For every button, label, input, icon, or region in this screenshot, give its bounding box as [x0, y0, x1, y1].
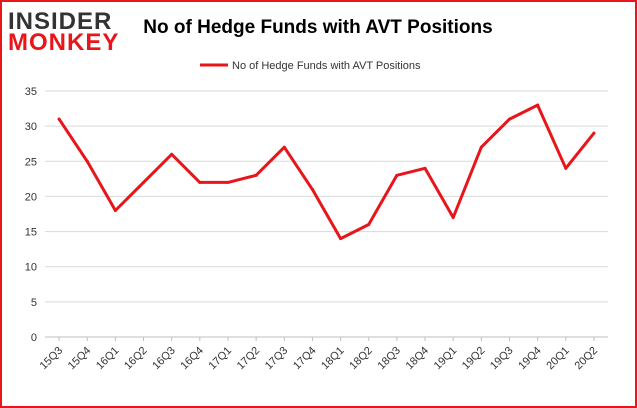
data-point	[226, 180, 230, 184]
data-point	[479, 145, 483, 149]
y-tick-label: 0	[31, 332, 37, 344]
y-tick-label: 5	[31, 297, 37, 309]
y-axis-ticks: 0 5 10 15 20 25 30 35	[25, 86, 37, 344]
y-tick-label: 30	[25, 121, 37, 133]
data-point	[282, 145, 286, 149]
data-point	[170, 152, 174, 156]
data-point	[339, 237, 343, 241]
grid-lines	[45, 90, 608, 338]
data-point	[142, 180, 146, 184]
data-point	[367, 223, 371, 227]
data-point	[451, 216, 455, 220]
data-point	[113, 208, 117, 212]
legend: No of Hedge Funds with AVT Positions	[200, 60, 421, 72]
y-tick-label: 35	[25, 86, 37, 98]
data-point	[85, 159, 89, 163]
data-point	[57, 117, 61, 121]
data-point	[423, 166, 427, 170]
data-point	[507, 117, 511, 121]
data-point	[395, 173, 399, 177]
legend-label: No of Hedge Funds with AVT Positions	[232, 60, 421, 72]
series-line-0	[57, 103, 596, 241]
logo-line-monkey: MONKEY	[8, 29, 119, 56]
y-tick-label: 15	[25, 227, 37, 239]
data-point	[536, 103, 540, 107]
chart-title: No of Hedge Funds with AVT Positions	[143, 17, 492, 38]
data-point	[564, 166, 568, 170]
data-point	[198, 180, 202, 184]
logo-line-insider: INSIDER	[8, 8, 112, 35]
data-point	[254, 173, 258, 177]
data-point	[592, 131, 596, 135]
y-tick-label: 25	[25, 156, 37, 168]
data-point	[310, 187, 314, 191]
y-tick-label: 20	[25, 191, 37, 203]
insider-monkey-logo: INSIDER MONKEY	[8, 8, 119, 56]
series-layer	[57, 103, 596, 241]
y-tick-label: 10	[25, 262, 37, 274]
